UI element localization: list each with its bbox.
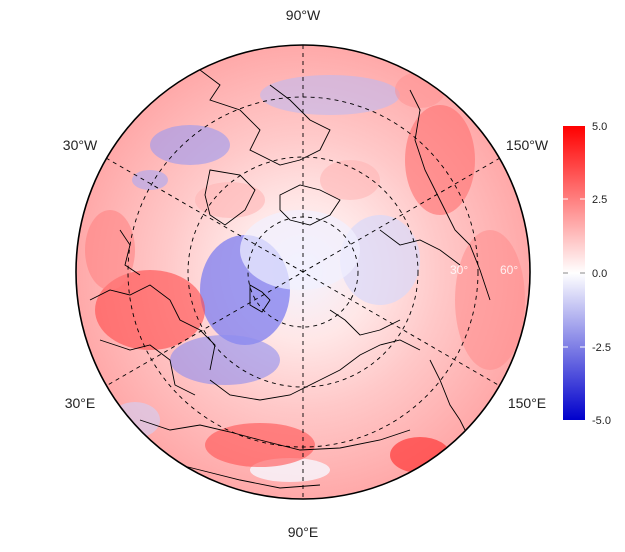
lat-ring-middle (187, 156, 419, 388)
lon-label-150e: 150°E (508, 395, 546, 411)
lon-label-90e: 90°E (288, 524, 319, 540)
graticule (105, 45, 501, 499)
lat-ring-inner (247, 216, 359, 328)
lon-label-150w: 150°W (506, 137, 549, 153)
lat-label-30: 30° (450, 263, 468, 277)
colorbar-tick-neg-2-5: -2.5 (592, 342, 611, 354)
lat-label-60: 60° (500, 263, 518, 277)
colorbar: 5.0 2.5 0.0 -2.5 -5.0 (563, 121, 611, 427)
coastlines (89, 69, 491, 489)
lon-label-30e: 30°E (65, 395, 96, 411)
colorbar-tick-5: 5.0 (592, 121, 607, 133)
map-boundary (75, 44, 531, 500)
colorbar-gradient (563, 126, 585, 420)
colorbar-tick-neg-5: -5.0 (592, 415, 611, 427)
lon-label-30w: 30°W (63, 137, 98, 153)
colorbar-tick-2-5: 2.5 (592, 194, 607, 206)
lon-label-90w: 90°W (286, 7, 321, 23)
colorbar-tick-0: 0.0 (592, 268, 607, 280)
meridian-150w-30e (105, 157, 501, 387)
